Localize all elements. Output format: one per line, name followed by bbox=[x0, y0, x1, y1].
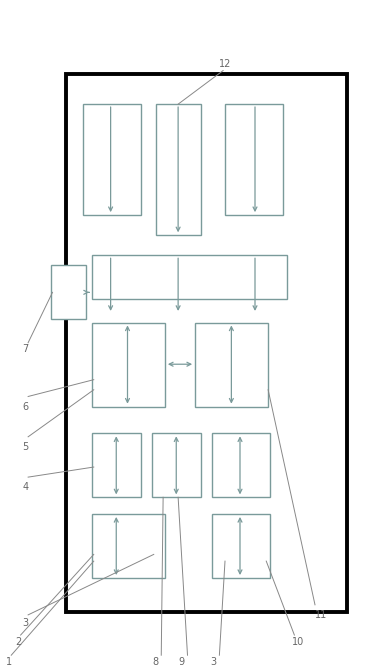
Bar bbox=[212, 514, 270, 578]
Text: 1: 1 bbox=[6, 657, 12, 667]
Text: 3: 3 bbox=[211, 657, 217, 667]
Bar bbox=[92, 433, 141, 497]
Text: 9: 9 bbox=[178, 657, 184, 667]
Bar bbox=[92, 514, 165, 578]
Text: 10: 10 bbox=[292, 638, 304, 647]
Text: 7: 7 bbox=[22, 345, 28, 354]
Text: 6: 6 bbox=[22, 402, 28, 411]
Text: 11: 11 bbox=[315, 610, 327, 620]
Text: 4: 4 bbox=[22, 482, 28, 492]
Bar bbox=[152, 433, 201, 497]
Text: 3: 3 bbox=[22, 618, 28, 628]
Bar bbox=[156, 104, 201, 235]
Bar bbox=[82, 104, 141, 215]
Text: 5: 5 bbox=[22, 442, 28, 452]
Bar bbox=[92, 255, 287, 299]
Bar bbox=[225, 104, 283, 215]
Text: 8: 8 bbox=[153, 657, 159, 667]
Text: 2: 2 bbox=[15, 638, 21, 647]
Text: 12: 12 bbox=[219, 59, 231, 69]
Bar bbox=[92, 323, 165, 407]
Bar bbox=[66, 74, 347, 612]
Bar bbox=[195, 323, 268, 407]
Bar bbox=[212, 433, 270, 497]
Bar bbox=[51, 265, 86, 319]
